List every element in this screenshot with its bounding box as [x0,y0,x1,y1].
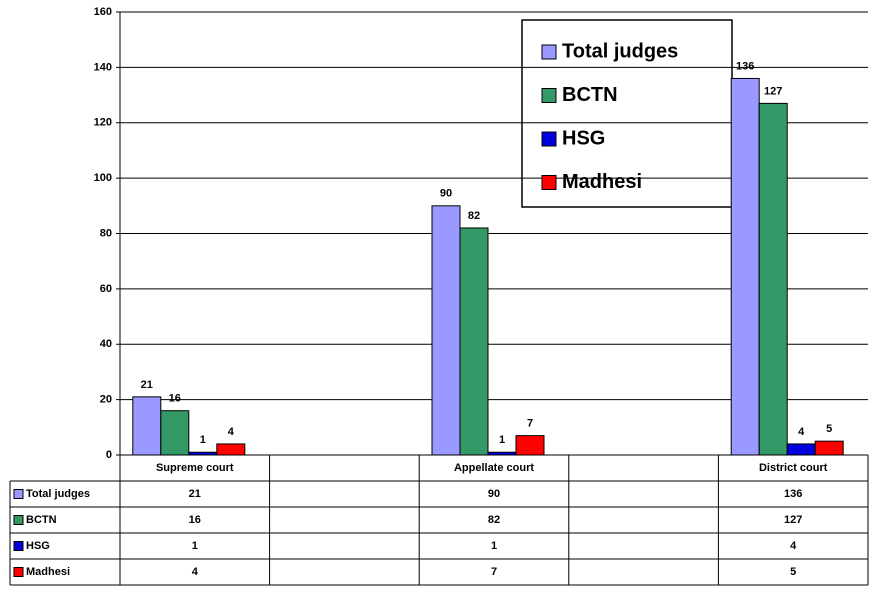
table-legend-swatch [13,567,24,577]
table-cell: 4 [192,566,199,578]
data-label: 127 [764,85,782,97]
table-cell: 1 [491,540,497,552]
data-label: 4 [798,426,805,438]
data-label: 5 [826,423,832,435]
bar [160,410,190,456]
table-cell: 136 [784,488,802,500]
y-tick-label: 80 [100,227,112,239]
bar [132,396,162,456]
legend-label: Total judges [562,40,678,62]
data-label: 4 [228,426,235,438]
y-tick-label: 140 [94,61,112,73]
y-tick-label: 100 [94,172,112,184]
legend-label: Madhesi [562,171,642,193]
legend-box [521,19,733,208]
table-row-label: BCTN [26,514,57,526]
bar [786,443,816,456]
legend-label: BCTN [562,84,618,106]
legend-swatch [541,131,557,147]
table-cell: 82 [488,514,500,526]
table-cell: 5 [790,566,796,578]
data-label: 90 [440,188,452,200]
table-cell: 90 [488,488,500,500]
table-legend-swatch [13,515,24,525]
table-cell: 21 [189,488,201,500]
data-label: 7 [527,418,533,430]
bar [431,205,461,456]
x-tick-label: Supreme court [156,462,234,474]
legend-swatch [541,44,557,60]
table-cell: 7 [491,566,497,578]
y-tick-label: 120 [94,117,112,129]
bar [459,227,489,456]
table-cell: 4 [790,540,797,552]
data-label: 136 [736,60,754,72]
bar [216,443,246,456]
bar [814,440,844,456]
table-cell: 127 [784,514,802,526]
table-row-label: Total judges [26,488,90,500]
table-row-label: Madhesi [26,566,70,578]
data-label: 21 [141,379,153,391]
bar [188,451,218,456]
data-label: 16 [169,393,181,405]
table-legend-swatch [13,489,24,499]
y-tick-label: 60 [100,283,112,295]
legend-swatch [541,88,557,103]
table-legend-swatch [13,541,24,551]
legend-swatch [541,175,557,190]
data-label: 1 [499,434,505,446]
legend-label: HSG [562,127,605,149]
x-tick-label: Appellate court [454,462,534,474]
y-tick-label: 40 [100,338,112,350]
data-label: 82 [468,210,480,222]
x-tick-label: District court [759,462,828,474]
bar [758,102,788,456]
bar [487,451,517,456]
table-cell: 1 [192,540,198,552]
bar [730,77,760,456]
bar [515,435,545,456]
y-tick-label: 160 [94,6,112,18]
y-tick-label: 0 [106,449,112,461]
table-cell: 16 [189,514,201,526]
y-tick-label: 20 [100,394,112,406]
data-label: 1 [200,434,206,446]
table-row-label: HSG [26,540,50,552]
